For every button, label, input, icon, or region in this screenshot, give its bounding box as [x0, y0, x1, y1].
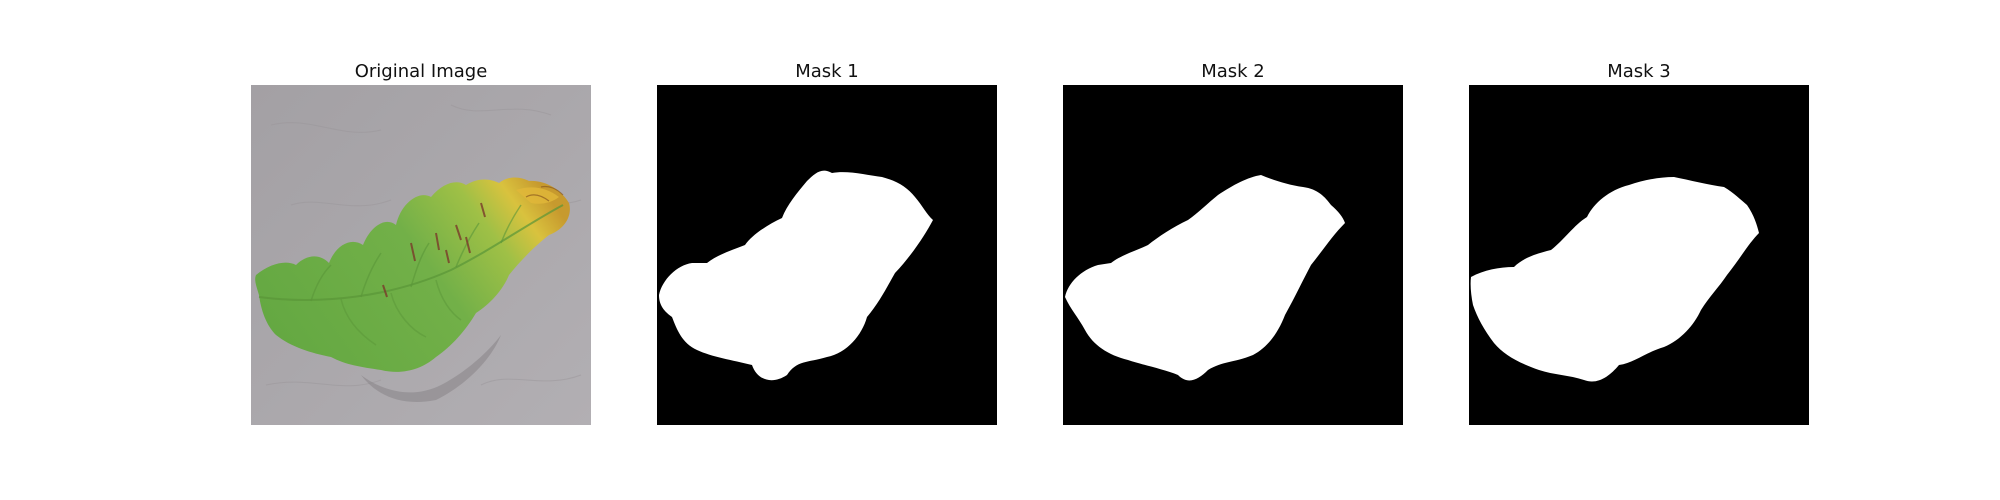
mask-2-image [1063, 85, 1403, 425]
panel-mask-1: Mask 1 [657, 60, 997, 425]
mask-3-image [1469, 85, 1809, 425]
mask-1-image [657, 85, 997, 425]
panel-original-image: Original Image [251, 60, 591, 425]
panel-title: Mask 1 [795, 61, 859, 82]
original-image [251, 85, 591, 425]
panel-title: Mask 2 [1201, 61, 1265, 82]
panel-title: Mask 3 [1607, 61, 1671, 82]
panel-title: Original Image [354, 61, 488, 82]
panel-mask-3: Mask 3 [1469, 60, 1809, 425]
panel-mask-2: Mask 2 [1063, 60, 1403, 425]
